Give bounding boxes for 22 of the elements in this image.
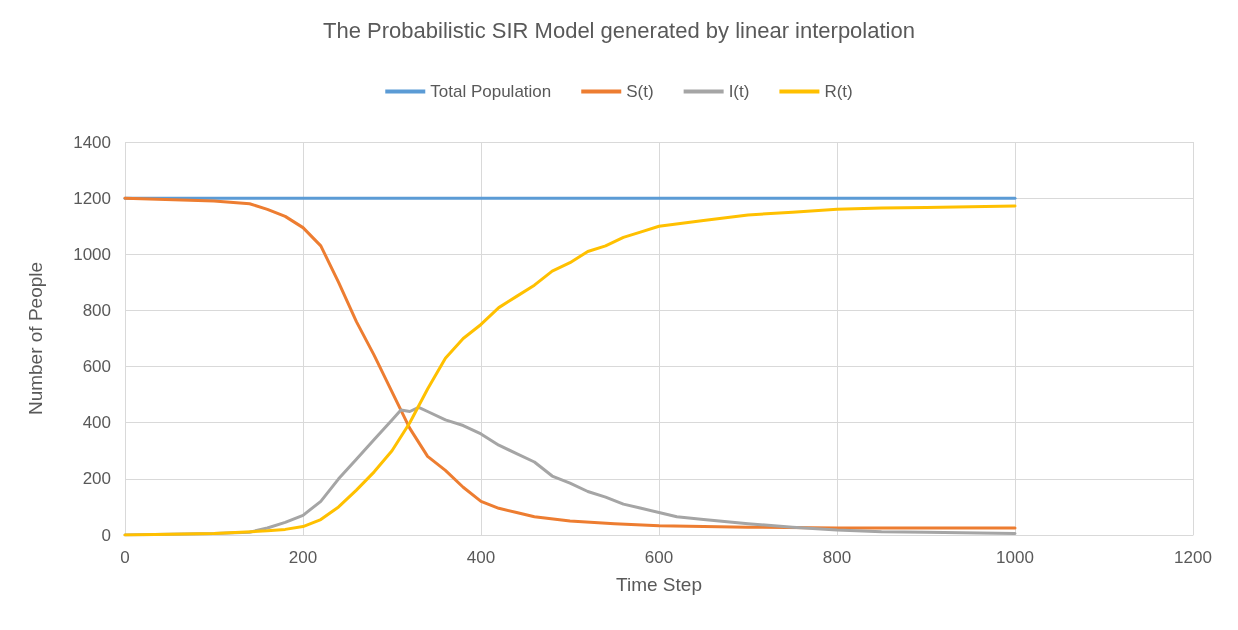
y-tick-label: 600 (82, 357, 111, 377)
legend-label: Total Population (430, 82, 552, 101)
x-tick-label: 400 (466, 548, 496, 567)
y-tick-label: 1000 (73, 244, 111, 264)
y-axis-title: Number of People (25, 261, 46, 416)
legend-label: S(t) (626, 82, 654, 101)
y-tick-label: 0 (101, 525, 111, 545)
x-axis-title: Time Step (616, 574, 702, 595)
legend-label: I(t) (728, 82, 750, 101)
y-tick-label: 200 (82, 469, 111, 489)
y-tick-label: 800 (82, 300, 111, 320)
y-tick-label: 400 (82, 413, 111, 433)
chart-title: The Probabilistic SIR Model generated by linear interpolation (323, 17, 915, 43)
y-tick-label: 1400 (73, 132, 111, 152)
x-tick-label: 200 (288, 548, 318, 567)
x-tick-label: 1200 (1174, 548, 1212, 567)
legend-label: R(t) (824, 82, 853, 101)
x-tick-label: 600 (644, 548, 674, 567)
y-tick-label: 1200 (73, 188, 111, 208)
x-tick-label: 800 (822, 548, 852, 567)
x-tick-label: 0 (120, 548, 130, 567)
x-tick-label: 1000 (996, 548, 1034, 567)
